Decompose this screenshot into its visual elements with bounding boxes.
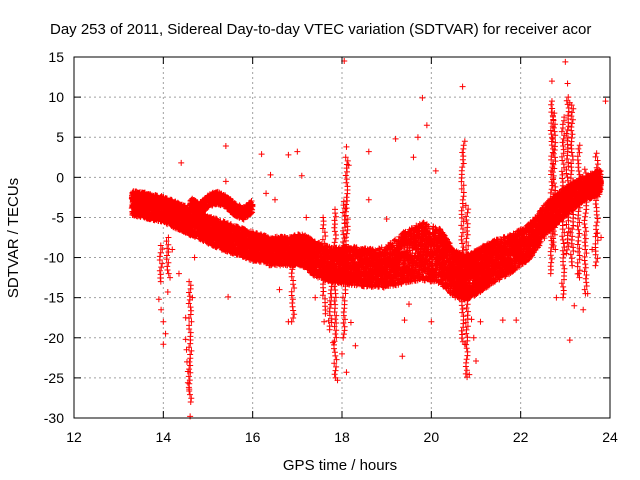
data-points <box>128 58 609 420</box>
